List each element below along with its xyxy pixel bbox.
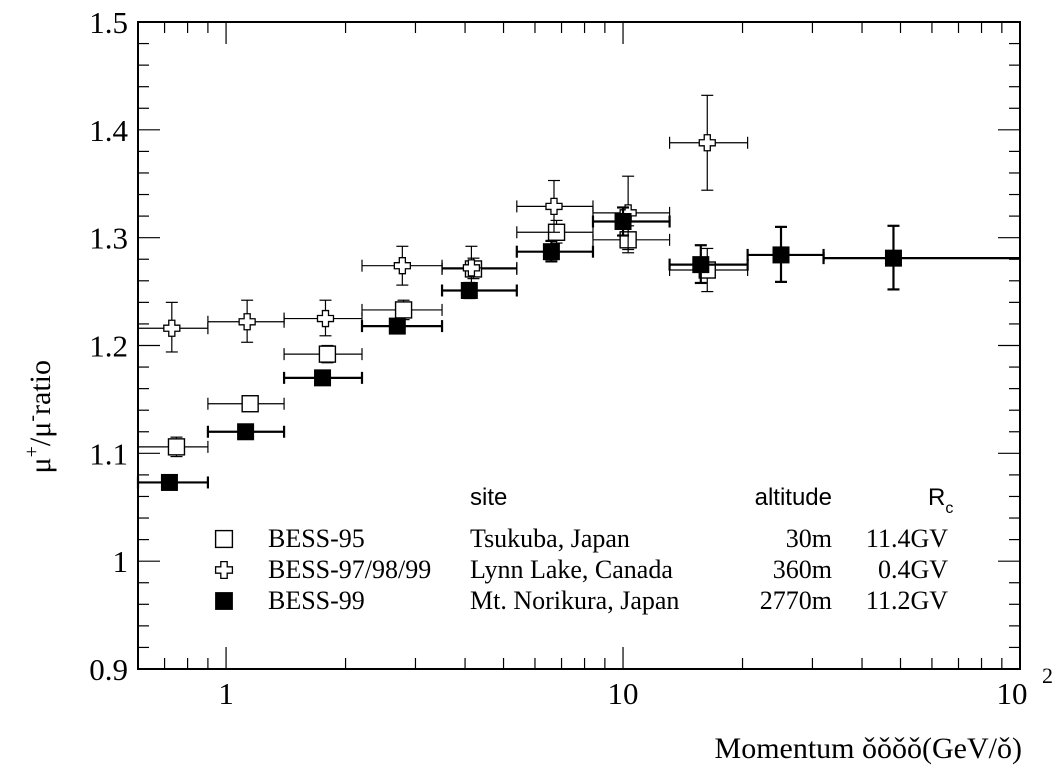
x-axis-unit-close: ) [1012,732,1022,765]
y-axis-ticks: 0.9 1 1.1 1.2 1.3 1.4 1.5 [89,5,1020,687]
legend-header-site: site [470,484,507,511]
data-point [388,317,406,335]
legend-label: BESS-95 [268,524,365,553]
data-point [314,369,332,387]
x-axis-ticks: 1 10 10 2 [137,22,1053,711]
x-axis-title: Momentum ǒǒǒǒ(GeV/ǒ) [715,732,1022,765]
series-2 [137,94,749,353]
legend-header-altitude: altitude [755,484,832,511]
legend-marker [214,560,234,580]
legend-altitude: 2770m [760,586,832,615]
y-tick-label: 1.3 [89,221,128,256]
data-point [394,301,413,319]
legend-header-rc: Rc [928,484,953,517]
x-axis-unit-glyph: ǒǒǒǒ [862,732,922,765]
y-axis-slash: /μ [24,422,57,446]
data-point [163,319,181,337]
legend-rc: 0.4GV [878,555,948,584]
y-tick-label: 1.4 [89,113,128,148]
y-axis-plus-sup: + [21,446,43,457]
data-point [241,395,259,413]
data-point [160,473,178,491]
data-point [462,259,481,277]
y-axis-title: μ+/μ-ratio [21,360,57,473]
data-point [884,249,902,267]
legend-rc: 11.4GV [866,524,948,553]
legend-rc: 11.2GV [866,586,948,615]
legend-site: Mt. Norikura, Japan [470,586,679,615]
y-axis-ratio-label: ratio [24,360,57,415]
y-tick-label: 0.9 [89,652,128,687]
y-axis-mu-plus: μ [24,457,57,473]
legend-rows: BESS-95 Tsukuba, Japan 30m 11.4GVBESS-97/98… [214,524,948,615]
data-point [318,345,337,363]
legend-marker [215,592,233,610]
x-tick-label: 10 [997,676,1028,711]
x-axis-unit: (GeV/ [922,732,998,765]
y-tick-label: 1 [113,544,129,579]
data-point [545,197,563,216]
legend-label: BESS-97/98/99 [268,555,431,584]
y-axis-minus-sup: - [21,415,43,422]
legend-altitude: 30m [786,524,832,553]
x-tick-label: 1 [218,676,234,711]
data-point [772,246,790,264]
data-point [614,212,632,230]
legend-site: Tsukuba, Japan [470,524,630,553]
data-point [542,243,560,261]
y-tick-label: 1.5 [89,5,128,40]
data-point [316,309,335,328]
series-1 [137,219,749,458]
data-point [237,423,255,441]
data-point [692,256,710,274]
data-series [136,94,1020,491]
x-tick-label: 10 [608,676,639,711]
data-point [238,313,256,331]
legend-label: BESS-99 [268,586,365,615]
svg-text:μ+/μ-ratio: μ+/μ-ratio [21,360,57,473]
legend-altitude: 360m [773,555,832,584]
x-axis-unit-glyph-c: ǒ [997,732,1012,765]
legend-marker [214,529,234,549]
data-point [167,438,186,456]
x-tick-exponent: 2 [1042,663,1053,688]
y-tick-label: 1.1 [89,436,128,471]
legend-entry: BESS-99 Mt. Norikura, Japan 2770m 11.2GV [215,586,948,615]
legend-entry: BESS-95 Tsukuba, Japan 30m 11.4GV [214,524,948,553]
series-3 [136,206,1020,491]
data-point [393,257,411,275]
legend: site altitude Rc BESS-95 Tsukuba, Japan 30… [214,484,953,615]
data-point [460,282,478,300]
data-point [698,134,716,152]
legend-entry: BESS-97/98/99 Lynn Lake, Canada 360m 0.4GV [214,555,948,584]
legend-site: Lynn Lake, Canada [470,555,673,584]
x-axis-momentum: Momentum [715,732,855,765]
y-tick-label: 1.2 [89,329,128,364]
